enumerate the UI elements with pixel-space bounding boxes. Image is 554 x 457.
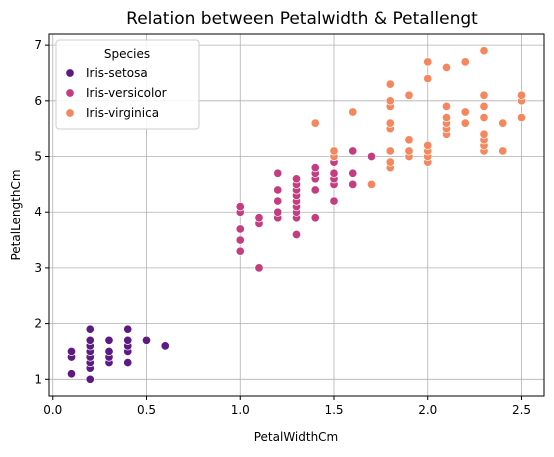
data-point-iris-virginica xyxy=(423,57,433,67)
chart-title: Relation between Petalwidth & Petallengt xyxy=(126,9,478,29)
data-point-iris-setosa xyxy=(66,346,77,356)
data-point-iris-versicolor xyxy=(235,224,245,234)
data-point-iris-virginica xyxy=(423,74,433,84)
data-point-iris-versicolor xyxy=(310,185,320,195)
data-point-iris-virginica xyxy=(385,157,395,167)
data-point-iris-versicolor xyxy=(366,151,377,162)
data-point-iris-virginica xyxy=(404,135,414,145)
data-point-iris-setosa xyxy=(85,335,95,345)
data-point-iris-virginica xyxy=(516,112,527,123)
data-point-iris-virginica xyxy=(404,146,414,156)
data-point-iris-virginica xyxy=(385,79,395,89)
data-point-iris-setosa xyxy=(104,346,114,356)
data-point-iris-versicolor xyxy=(273,196,283,206)
data-point-iris-versicolor xyxy=(348,146,358,156)
legend-marker xyxy=(65,68,75,78)
data-point-iris-versicolor xyxy=(348,179,358,189)
data-point-iris-virginica xyxy=(460,107,470,117)
data-point-iris-versicolor xyxy=(348,168,358,178)
data-point-iris-virginica xyxy=(404,90,414,100)
x-tick-label: 0.5 xyxy=(137,403,156,417)
data-point-iris-versicolor xyxy=(235,235,245,245)
legend-title: Species xyxy=(104,47,150,61)
data-point-iris-versicolor xyxy=(291,174,302,184)
x-tick-label: 0.0 xyxy=(43,403,62,417)
data-point-iris-setosa xyxy=(66,369,77,379)
data-point-iris-virginica xyxy=(460,118,470,128)
data-point-iris-virginica xyxy=(498,118,508,128)
data-point-iris-versicolor xyxy=(235,202,245,212)
data-point-iris-setosa xyxy=(85,324,95,334)
data-point-iris-versicolor xyxy=(254,213,264,223)
legend-marker xyxy=(65,108,75,118)
data-point-iris-virginica xyxy=(423,140,433,150)
y-tick-label: 7 xyxy=(34,38,42,52)
data-point-iris-virginica xyxy=(479,101,489,111)
legend-label: Iris-versicolor xyxy=(86,86,167,100)
y-tick-label: 4 xyxy=(34,205,42,219)
data-point-iris-virginica xyxy=(366,179,377,189)
y-tick-label: 2 xyxy=(34,317,42,331)
data-point-iris-versicolor xyxy=(273,168,283,178)
x-axis-label: PetalWidthCm xyxy=(254,430,339,444)
data-point-iris-setosa xyxy=(104,335,114,345)
data-point-iris-virginica xyxy=(329,146,339,156)
data-point-iris-virginica xyxy=(479,46,489,56)
data-point-iris-virginica xyxy=(441,112,452,123)
data-point-iris-virginica xyxy=(385,118,395,128)
y-tick-label: 5 xyxy=(34,150,42,164)
data-point-iris-setosa xyxy=(123,335,133,345)
y-tick-label: 6 xyxy=(34,94,42,108)
y-tick-label: 1 xyxy=(34,372,42,386)
legend-label: Iris-virginica xyxy=(86,106,159,120)
x-tick-label: 1.5 xyxy=(324,403,343,417)
data-point-iris-virginica xyxy=(310,118,320,128)
x-tick-label: 1.0 xyxy=(231,403,250,417)
data-point-iris-virginica xyxy=(348,107,358,117)
data-point-iris-versicolor xyxy=(254,263,264,273)
data-point-iris-virginica xyxy=(479,129,489,139)
legend: Species Iris-setosa Iris-versicolor Iris-v… xyxy=(55,39,200,130)
data-point-iris-virginica xyxy=(441,101,452,111)
points-layer xyxy=(66,46,527,384)
data-point-iris-setosa xyxy=(123,324,133,334)
legend-box xyxy=(55,39,200,130)
data-point-iris-virginica xyxy=(385,96,395,106)
x-tick-label: 2.5 xyxy=(512,403,531,417)
data-point-iris-virginica xyxy=(479,112,489,123)
data-point-iris-versicolor xyxy=(329,196,339,206)
data-point-iris-setosa xyxy=(141,335,152,345)
data-point-iris-versicolor xyxy=(273,185,283,195)
x-tick-label: 2.0 xyxy=(418,403,437,417)
data-point-iris-setosa xyxy=(85,374,95,384)
legend-entries: Iris-setosa Iris-versicolor Iris-virginica xyxy=(65,66,167,120)
data-point-iris-virginica xyxy=(516,90,527,100)
data-point-iris-versicolor xyxy=(310,213,320,223)
data-point-iris-setosa xyxy=(123,358,133,368)
plot-frame xyxy=(48,33,545,397)
data-point-iris-setosa xyxy=(160,341,170,351)
data-point-iris-versicolor xyxy=(291,229,302,240)
data-point-iris-virginica xyxy=(498,146,508,156)
data-point-iris-virginica xyxy=(441,62,452,72)
legend-marker xyxy=(65,88,75,98)
data-point-iris-versicolor xyxy=(235,246,245,256)
data-point-iris-virginica xyxy=(460,57,470,67)
y-axis-label: PetalLengthCm xyxy=(9,169,23,260)
data-point-iris-versicolor xyxy=(329,168,339,178)
ticks-layer: 0.0 0.5 1.0 1.5 2.0 2.5 1 2 3 4 5 6 7 xyxy=(34,38,531,417)
data-point-iris-versicolor xyxy=(310,163,320,173)
y-tick-label: 3 xyxy=(34,261,42,275)
data-point-iris-virginica xyxy=(479,90,489,100)
legend-label: Iris-setosa xyxy=(86,66,148,80)
data-point-iris-virginica xyxy=(385,146,395,156)
data-point-iris-versicolor xyxy=(273,207,283,217)
